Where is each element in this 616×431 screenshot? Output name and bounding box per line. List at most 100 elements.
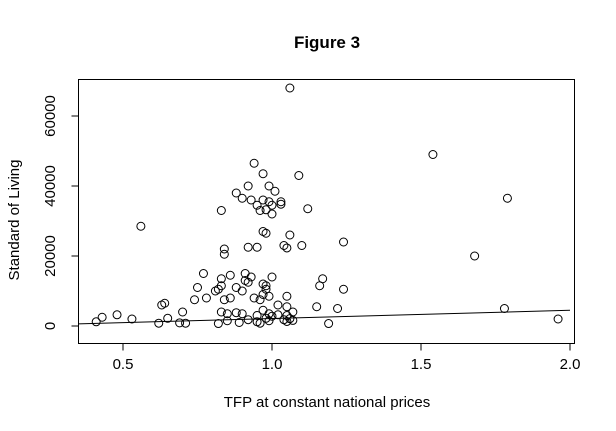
scatter-point bbox=[261, 228, 271, 238]
scatter-point bbox=[216, 307, 226, 317]
scatter-point bbox=[237, 193, 247, 203]
scatter-point bbox=[267, 209, 277, 219]
scatter-point bbox=[157, 300, 167, 310]
scatter-point bbox=[255, 318, 265, 328]
scatter-point bbox=[315, 281, 325, 291]
scatter-point bbox=[258, 305, 268, 315]
scatter-point bbox=[216, 274, 226, 284]
scatter-point bbox=[237, 286, 247, 296]
y-axis: 0 20000 40000 60000 bbox=[42, 95, 79, 330]
scatter-point bbox=[252, 311, 262, 320]
points-group bbox=[91, 83, 563, 329]
scatter-point bbox=[273, 310, 283, 320]
scatter-point bbox=[91, 317, 101, 327]
scatter-point bbox=[258, 290, 268, 299]
scatter-point bbox=[252, 242, 262, 252]
fit-line-group bbox=[78, 309, 571, 325]
scatter-point bbox=[231, 308, 241, 318]
scatter-point bbox=[216, 206, 226, 215]
scatter-point bbox=[160, 298, 170, 308]
scatter-point bbox=[282, 316, 292, 326]
scatter-point bbox=[193, 283, 202, 292]
scatter-point bbox=[222, 309, 232, 319]
scatter-point bbox=[258, 227, 268, 236]
scatter-point bbox=[264, 316, 274, 326]
scatter-point bbox=[181, 318, 191, 328]
scatter-point bbox=[282, 291, 292, 301]
scatter-point bbox=[225, 270, 235, 280]
scatter-point bbox=[285, 230, 295, 240]
scatter-point bbox=[267, 200, 277, 210]
scatter-point bbox=[255, 295, 265, 305]
chart-title: Figure 3 bbox=[294, 33, 360, 52]
regression-line bbox=[78, 309, 571, 325]
scatter-point bbox=[222, 316, 232, 326]
scatter-point bbox=[276, 199, 286, 209]
scatter-point bbox=[175, 318, 185, 328]
scatter-point bbox=[201, 293, 211, 303]
scatter-point bbox=[499, 304, 509, 313]
scatter-point bbox=[303, 204, 313, 214]
scatter-point bbox=[282, 243, 292, 253]
y-tick-label: 0 bbox=[42, 322, 59, 330]
scatter-point bbox=[279, 241, 289, 250]
scatter-point bbox=[270, 186, 280, 196]
scatter-point bbox=[216, 281, 226, 291]
scatter-point bbox=[249, 293, 259, 303]
scatter-point bbox=[210, 286, 220, 296]
scatter-point bbox=[136, 221, 146, 231]
scatter-point bbox=[198, 269, 208, 278]
y-tick-label: 60000 bbox=[42, 95, 59, 137]
scatter-point bbox=[264, 181, 274, 191]
x-tick-label: 0.5 bbox=[113, 356, 134, 373]
scatter-point bbox=[255, 206, 265, 215]
scatter-point bbox=[219, 295, 229, 305]
y-tick-label: 40000 bbox=[42, 165, 59, 207]
scatter-point bbox=[213, 319, 223, 329]
scatter-point bbox=[294, 171, 304, 180]
x-tick-label: 1.0 bbox=[262, 356, 283, 373]
scatter-point bbox=[264, 291, 274, 301]
x-axis-label: TFP at constant national prices bbox=[224, 394, 431, 411]
scatter-point bbox=[261, 281, 271, 291]
scatter-point bbox=[258, 169, 268, 179]
scatter-point bbox=[553, 314, 563, 324]
scatter-point bbox=[261, 313, 271, 323]
scatter-point bbox=[288, 315, 298, 325]
scatter-point bbox=[470, 251, 480, 261]
scatter-point bbox=[267, 311, 277, 321]
scatter-point bbox=[273, 300, 283, 310]
scatter-point bbox=[267, 272, 277, 282]
scatter-point bbox=[243, 181, 253, 191]
scatter-point bbox=[339, 284, 349, 294]
scatter-point bbox=[237, 309, 247, 319]
scatter-point bbox=[502, 193, 512, 203]
scatter-point bbox=[178, 307, 188, 317]
scatter-point bbox=[154, 318, 164, 328]
y-tick-label: 20000 bbox=[42, 235, 59, 277]
scatter-point bbox=[324, 319, 334, 329]
scatter-point bbox=[163, 313, 173, 323]
scatter-point bbox=[231, 188, 241, 198]
scatter-point bbox=[285, 83, 295, 93]
scatter-point bbox=[264, 309, 274, 319]
scatter-point bbox=[428, 150, 438, 159]
y-axis-label: Standard of Living bbox=[6, 160, 23, 281]
scatter-point bbox=[243, 315, 253, 325]
scatter-point bbox=[190, 295, 200, 305]
x-tick-label: 1.5 bbox=[411, 356, 432, 373]
scatter-point bbox=[112, 310, 122, 320]
x-axis: 0.5 1.0 1.5 2.0 bbox=[113, 343, 581, 373]
scatter-point bbox=[234, 318, 244, 327]
scatter-point bbox=[339, 237, 349, 247]
x-tick-label: 2.0 bbox=[560, 356, 581, 373]
scatter-point bbox=[231, 283, 241, 292]
scatter-point bbox=[225, 293, 235, 303]
scatter-point bbox=[243, 242, 253, 252]
scatter-point bbox=[97, 312, 107, 322]
scatter-point bbox=[297, 241, 307, 250]
scatter-point bbox=[249, 158, 259, 168]
scatter-point bbox=[282, 302, 292, 312]
scatter-point bbox=[246, 195, 256, 205]
